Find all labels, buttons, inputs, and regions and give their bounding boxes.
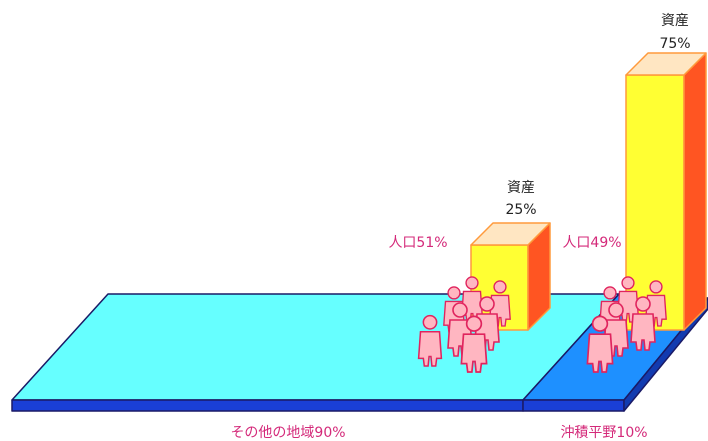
plate-okinawa-front xyxy=(522,399,625,412)
asset-value-other: 25% xyxy=(505,202,536,218)
asset-bar-okinawa-top xyxy=(625,52,707,76)
region-label-other: その他の地域90% xyxy=(230,425,345,441)
asset-bar-other-top xyxy=(470,222,551,246)
asset-value-okinawa: 75% xyxy=(659,36,690,52)
population-label-other: 人口51% xyxy=(388,235,447,251)
plate-other-front xyxy=(11,399,524,412)
region-label-okinawa: 沖積平野10% xyxy=(560,425,647,441)
asset-bar-okinawa-side xyxy=(683,52,707,331)
asset-label-okinawa: 資産 xyxy=(661,13,689,29)
population-label-okinawa: 人口49% xyxy=(562,235,621,251)
asset-bar-okinawa xyxy=(625,52,707,331)
asset-label-other: 資産 xyxy=(507,180,535,196)
